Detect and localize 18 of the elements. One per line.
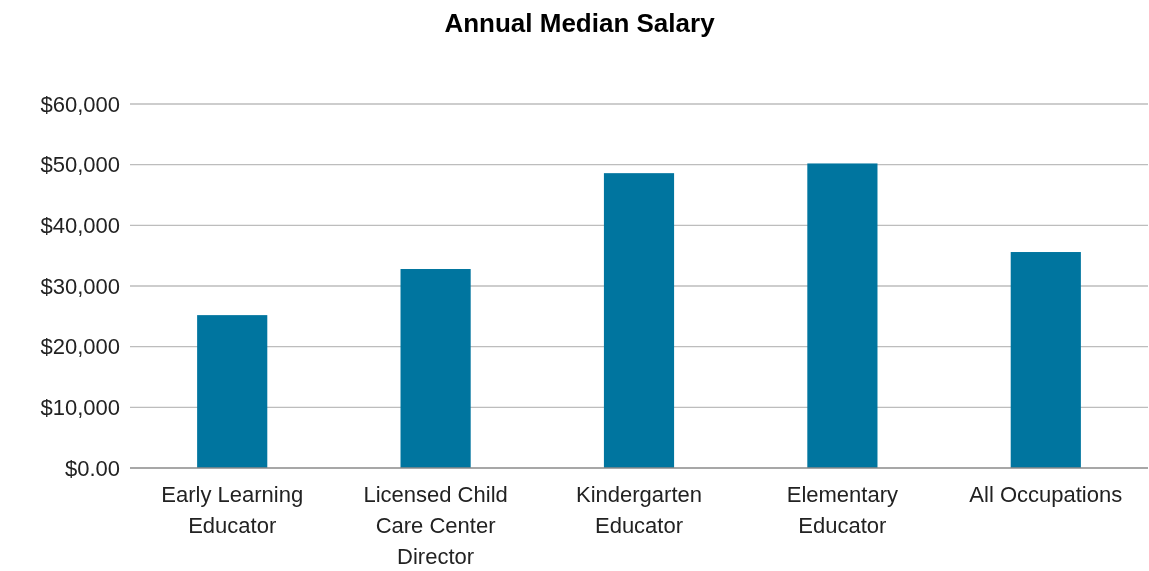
y-tick-label: $20,000 (40, 334, 120, 360)
bar (197, 315, 268, 468)
x-tick-label: Elementary Educator (786, 482, 899, 538)
y-tick-label: $0.00 (64, 455, 120, 481)
y-tick-label: $50,000 (40, 152, 120, 178)
y-tick-label: $40,000 (40, 213, 120, 239)
x-tick-label: Licensed Child Care Center Director (363, 482, 508, 569)
y-tick-label: $30,000 (40, 273, 120, 299)
x-tick-label: Kindergarten Educator (576, 482, 702, 538)
x-tick-label: Early Learning Educator (161, 482, 304, 538)
x-tick-label: All Occupations (969, 482, 1123, 507)
y-tick-label: $60,000 (40, 91, 120, 117)
y-tick-label: $10,000 (40, 395, 120, 421)
bar (1010, 252, 1081, 468)
bar (807, 163, 878, 468)
chart-title: Annual Median Salary (444, 8, 716, 38)
bar (400, 269, 471, 468)
bar (603, 173, 675, 468)
